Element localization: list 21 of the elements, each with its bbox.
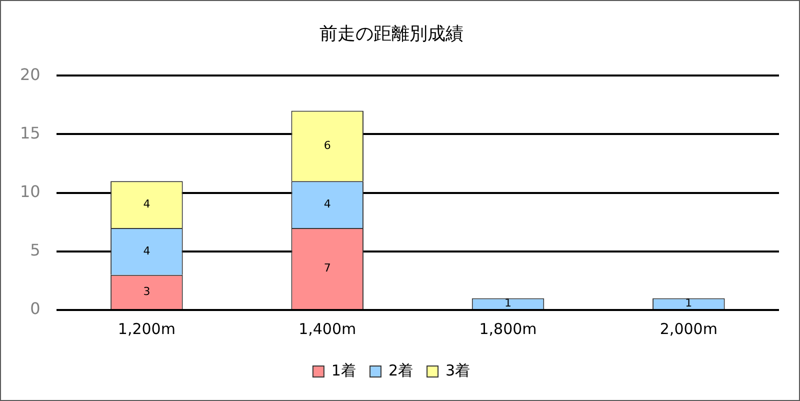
x-tick-label: 1,800m bbox=[479, 320, 537, 338]
y-tick-label: 0 bbox=[30, 299, 40, 318]
legend-label: 3着 bbox=[446, 361, 470, 380]
y-tick-label: 5 bbox=[30, 240, 40, 260]
chart-title: 前走の距離別成績 bbox=[320, 23, 464, 44]
y-tick-label: 10 bbox=[20, 182, 40, 201]
data-label: 4 bbox=[143, 197, 150, 210]
legend-label: 2着 bbox=[388, 361, 414, 380]
legend-label: 1着 bbox=[331, 361, 356, 380]
data-label: 1 bbox=[504, 296, 512, 310]
x-tick-label: 1,400m bbox=[298, 320, 356, 338]
data-label: 6 bbox=[324, 138, 331, 152]
data-label: 4 bbox=[324, 197, 331, 210]
data-label: 3 bbox=[143, 284, 150, 298]
y-tick-label: 15 bbox=[20, 123, 40, 142]
data-label: 4 bbox=[143, 244, 150, 258]
x-tick-label: 1,200m bbox=[118, 320, 176, 338]
data-label: 7 bbox=[324, 261, 331, 274]
x-tick-label: 2,000m bbox=[660, 320, 718, 338]
data-label: 1 bbox=[685, 296, 692, 310]
y-tick-label: 20 bbox=[20, 64, 40, 84]
